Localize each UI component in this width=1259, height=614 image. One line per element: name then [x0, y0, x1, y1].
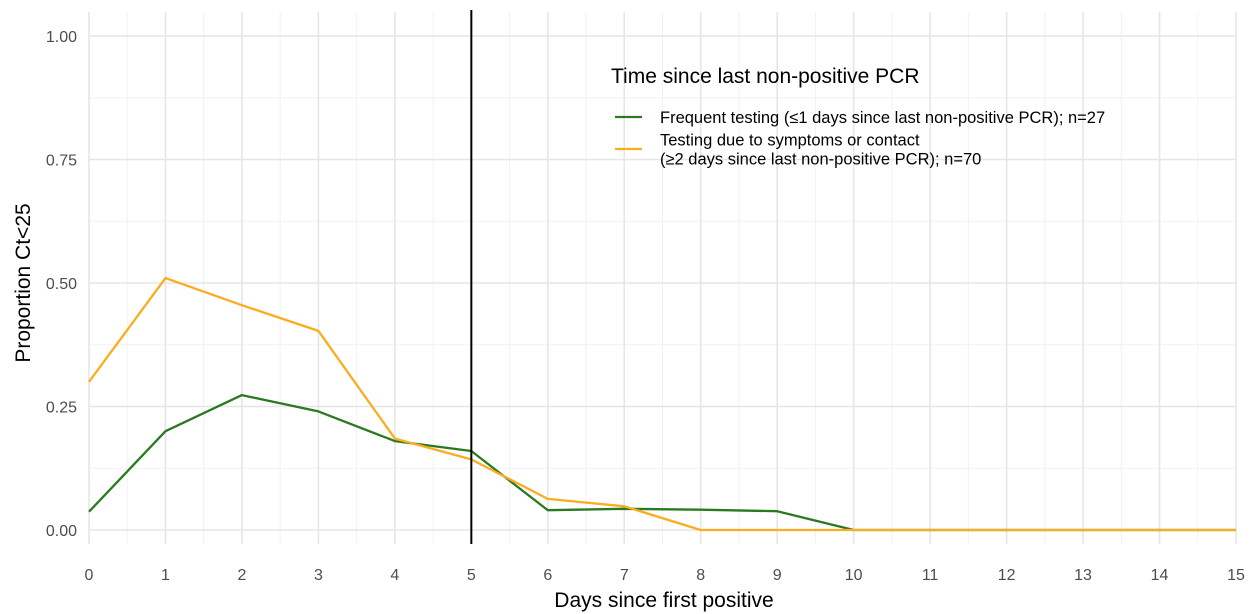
- x-tick-label: 12: [998, 567, 1016, 584]
- x-axis-title: Days since first positive: [554, 589, 773, 612]
- x-tick-label: 3: [314, 567, 323, 584]
- legend: Time since last non-positive PCR Frequen…: [611, 65, 1105, 169]
- x-tick-label: 10: [845, 567, 863, 584]
- y-tick-label: 0.50: [46, 276, 77, 293]
- x-tick-label: 14: [1151, 567, 1169, 584]
- y-axis-title: Proportion Ct<25: [12, 203, 35, 362]
- x-tick-label: 11: [922, 567, 939, 584]
- legend-title: Time since last non-positive PCR: [611, 65, 920, 88]
- series-layer: [88, 276, 1236, 532]
- x-tick-labels: 0 1 2 3 4 5 6 7 8 9 10 11 12 13 14 15: [85, 567, 1245, 584]
- y-tick-label: 0.75: [46, 153, 77, 170]
- y-tick-label: 0.25: [46, 400, 77, 417]
- x-tick-label: 5: [467, 567, 476, 584]
- series-line-2: [88, 276, 1236, 532]
- x-tick-label: 2: [237, 567, 246, 584]
- y-tick-label: 0.00: [46, 523, 77, 540]
- x-tick-label: 13: [1074, 567, 1092, 584]
- x-tick-label: 7: [620, 567, 629, 584]
- x-tick-label: 0: [85, 567, 94, 584]
- legend-label-2: Testing due to symptoms or contact: [660, 132, 920, 150]
- y-tick-labels: 0.00 0.25 0.50 0.75 1.00: [46, 29, 77, 540]
- x-tick-label: 15: [1227, 567, 1245, 584]
- y-tick-label: 1.00: [46, 29, 77, 46]
- legend-items: Frequent testing (≤1 days since last non…: [615, 109, 1105, 169]
- x-tick-label: 8: [696, 567, 705, 584]
- x-tick-label: 6: [543, 567, 552, 584]
- x-tick-label: 1: [161, 567, 170, 584]
- legend-label-2: (≥2 days since last non-positive PCR); n…: [660, 151, 981, 169]
- x-tick-label: 4: [390, 567, 399, 584]
- x-tick-label: 9: [773, 567, 782, 584]
- minor-gridlines: [89, 12, 1236, 544]
- legend-label-1: Frequent testing (≤1 days since last non…: [660, 109, 1105, 127]
